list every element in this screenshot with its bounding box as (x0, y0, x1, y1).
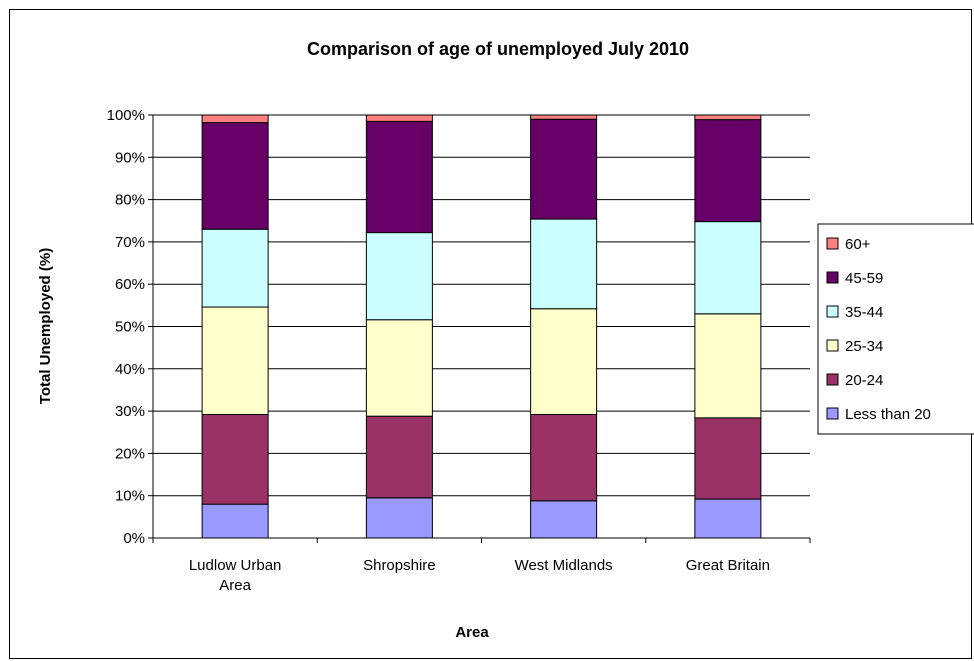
y-tick-label: 90% (115, 149, 145, 166)
bar-segment (365, 497, 433, 539)
y-tick-label: 80% (115, 192, 145, 209)
bar-segment (201, 306, 269, 415)
bar-segment (365, 232, 433, 321)
bar-segment (694, 417, 762, 500)
bar-segment (365, 114, 433, 122)
bar-segment (694, 313, 762, 419)
legend-swatch (826, 407, 839, 420)
bar-segment (201, 114, 269, 124)
x-tick-label: Ludlow Urban Area (189, 557, 282, 594)
legend-label: 25-34 (845, 338, 883, 355)
bar-segment (530, 500, 598, 539)
legend: 60+ 45-59 35-44 25-34 20-24 Less than 20 (817, 223, 974, 435)
bar-segment (694, 221, 762, 315)
bar-segment (201, 228, 269, 308)
legend-swatch (826, 237, 839, 250)
y-tick-label: 30% (115, 403, 145, 420)
legend-label: 20-24 (845, 372, 883, 389)
x-tick-label: West Midlands (515, 557, 613, 574)
bar-segment (694, 114, 762, 121)
y-tick-label: 60% (115, 276, 145, 293)
x-tick-label-line: Great Britain (686, 557, 770, 574)
bar-segment (365, 319, 433, 417)
legend-label: 45-59 (845, 270, 883, 287)
bar-segment (201, 122, 269, 230)
y-tick-label: 70% (115, 234, 145, 251)
bar-segment (530, 114, 598, 120)
x-axis-title: Area (455, 624, 489, 641)
legend-label: 35-44 (845, 304, 883, 321)
chart-frame (9, 9, 972, 659)
chart-title: Comparison of age of unemployed July 201… (307, 39, 689, 59)
y-tick-label: 50% (115, 319, 145, 336)
y-tick-label: 20% (115, 445, 145, 462)
x-tick-label: Shropshire (363, 557, 436, 574)
x-tick-label-line: Shropshire (363, 557, 436, 574)
bar-segment (694, 119, 762, 223)
bar-segment (530, 413, 598, 502)
legend-swatch (826, 271, 839, 284)
plot-area: 0% 10% 20% 30% 40% 50% 60% 70% 80% 90% 100% Ludlow … (107, 107, 811, 594)
legend-label: Less than 20 (845, 406, 931, 423)
bar-segment (201, 413, 269, 505)
x-tick-label-line: Area (219, 577, 251, 594)
y-tick-label: 0% (123, 530, 145, 547)
bar-segment (530, 218, 598, 310)
bar-segment (365, 120, 433, 234)
legend-swatch (826, 339, 839, 352)
legend-box (817, 223, 974, 435)
y-tick-label: 40% (115, 361, 145, 378)
bar-segment (201, 503, 269, 539)
y-tick-label: 100% (107, 107, 145, 124)
y-axis-title: Total Unemployed (%) (37, 248, 54, 404)
x-tick-label-line: West Midlands (515, 557, 613, 574)
legend-swatch (826, 373, 839, 386)
legend-label: 60+ (845, 236, 871, 253)
x-tick-label: Great Britain (686, 557, 770, 574)
y-tick-label: 10% (115, 488, 145, 505)
bar-segment (365, 415, 433, 499)
bar-segment (530, 308, 598, 415)
bar-segment (694, 498, 762, 539)
legend-swatch (826, 305, 839, 318)
x-tick-label-line: Ludlow Urban (189, 557, 282, 574)
bar-segment (530, 118, 598, 220)
